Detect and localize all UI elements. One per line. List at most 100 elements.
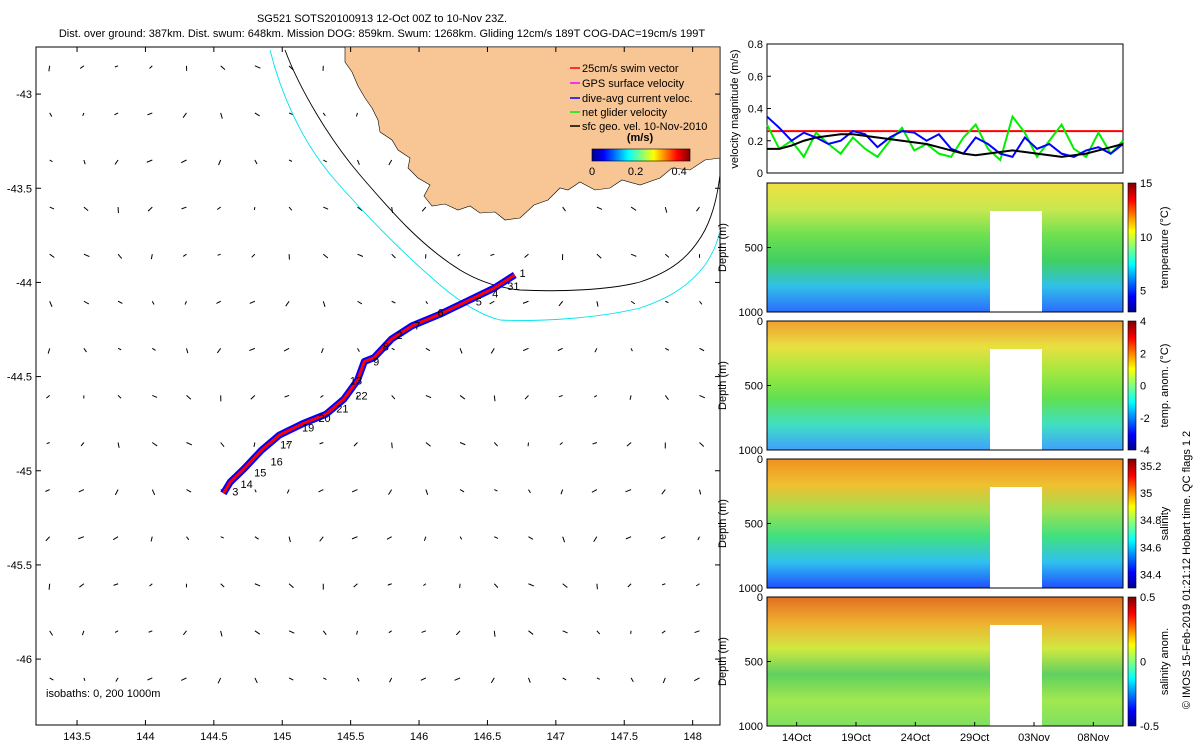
current-arrow — [253, 206, 256, 211]
current-arrow — [186, 536, 190, 541]
map-xtick-label: 148 — [683, 731, 701, 743]
current-arrow — [83, 677, 86, 681]
track-dive-label: 31 — [507, 281, 519, 293]
current-arrow — [83, 206, 89, 212]
map-ytick-label: -44.5 — [7, 372, 32, 384]
current-arrow — [49, 677, 54, 681]
current-arrow — [186, 442, 193, 446]
temperature-colorbar — [1127, 182, 1137, 313]
current-arrow — [425, 300, 428, 305]
track-dive-label: 8 — [383, 341, 389, 353]
current-arrow — [493, 442, 498, 447]
temperature-ytick-label: 500 — [745, 243, 763, 255]
salinity-colorbar — [1127, 458, 1137, 589]
current-arrow — [627, 583, 632, 588]
current-arrow — [522, 347, 529, 352]
current-arrow — [254, 536, 259, 540]
current-arrow — [665, 300, 669, 304]
current-arrow — [696, 206, 700, 212]
temp-anom-section: 0 500 1000 Depth (m) 4 2 0 -2 -4 temp. anom. (°C) — [717, 316, 1171, 457]
temperature-cbar-tick: 15 — [1140, 178, 1152, 190]
current-arrow — [117, 300, 123, 304]
current-arrow — [357, 300, 363, 305]
current-arrow — [528, 630, 534, 635]
current-arrow — [80, 442, 85, 447]
current-arrow — [49, 301, 53, 307]
current-arrow — [596, 301, 599, 307]
current-arrow — [254, 65, 261, 69]
map-xtick-label: 146.5 — [474, 731, 502, 743]
current-arrow — [82, 112, 85, 116]
salinity-anom-ytick-label: 500 — [745, 657, 763, 669]
map-panel: 143.5 144 144.5 145 145.5 146 146.5 147 147.5 148… — [7, 46, 721, 743]
current-arrow — [220, 442, 225, 448]
current-arrow — [625, 489, 632, 493]
current-arrow — [186, 395, 192, 400]
current-arrow — [322, 112, 326, 117]
current-arrow — [661, 583, 666, 586]
current-arrow — [389, 677, 393, 683]
colorbar-tick-label: 0.4 — [671, 166, 686, 178]
temperature-field — [767, 183, 1123, 312]
current-arrow — [391, 347, 395, 351]
current-arrow — [79, 65, 85, 69]
current-arrow — [596, 583, 598, 590]
current-arrow — [562, 536, 566, 543]
temp-anom-cbar-tick: 2 — [1140, 348, 1146, 360]
current-arrow — [357, 348, 360, 352]
current-arrow — [45, 536, 51, 542]
current-arrow — [249, 347, 256, 352]
current-arrow — [114, 112, 119, 116]
current-arrow — [150, 536, 153, 542]
current-arrow — [288, 536, 291, 543]
current-arrow — [459, 348, 463, 354]
salinity-field — [767, 459, 1123, 588]
current-arrow — [661, 630, 666, 634]
track-dive-label: 15 — [254, 468, 266, 480]
track-dive-label: 1 — [520, 268, 526, 280]
current-arrow — [249, 300, 256, 304]
current-arrow — [351, 536, 358, 540]
track-dive-label: 19 — [302, 422, 314, 434]
salinity-cbar-tick: 35.2 — [1140, 461, 1161, 473]
current-arrow — [149, 65, 153, 69]
map-xtick-label: 146 — [410, 731, 428, 743]
map-xtick-label: 147 — [547, 731, 565, 743]
current-arrow — [699, 394, 706, 399]
colorbar-gradient — [591, 148, 691, 162]
current-arrow — [425, 347, 431, 352]
current-arrow — [254, 630, 261, 635]
current-arrow — [220, 583, 225, 588]
current-arrow — [285, 300, 290, 307]
current-arrow — [594, 348, 598, 353]
current-arrow — [592, 442, 598, 445]
legend-swim: 25cm/s swim vector — [582, 63, 679, 75]
isobath-200m — [284, 49, 720, 292]
current-arrow — [357, 677, 360, 682]
velocity-ytick-label: 0 — [757, 168, 763, 180]
current-arrow — [697, 536, 700, 541]
salinity-anom-cbar-label: salinity anom. — [1159, 628, 1171, 695]
current-arrow — [114, 630, 119, 633]
current-arrow — [664, 206, 668, 213]
current-arrow — [493, 395, 496, 402]
current-arrow — [220, 536, 224, 539]
temp-anom-ytick-label: 0 — [757, 316, 763, 328]
velocity-ytick-label: 0.2 — [748, 136, 763, 148]
track-dive-label: 21 — [336, 404, 348, 416]
temp-anom-ytick-label: 1000 — [739, 445, 763, 457]
temperature-cbar-tick: 10 — [1140, 232, 1152, 244]
isobath-1000m — [269, 49, 720, 321]
temp-anom-ylabel: Depth (m) — [717, 361, 729, 410]
temp-anom-data-gap — [990, 349, 1042, 450]
map-xtick-label: 144 — [136, 731, 154, 743]
current-arrow — [49, 159, 53, 163]
track-dive-label: 20 — [318, 413, 330, 425]
current-arrow — [117, 442, 120, 448]
current-arrow — [524, 395, 529, 400]
current-arrow — [454, 677, 461, 681]
current-arrow — [593, 394, 598, 398]
track-dive-label: 5 — [476, 296, 482, 308]
current-arrow — [357, 206, 363, 211]
